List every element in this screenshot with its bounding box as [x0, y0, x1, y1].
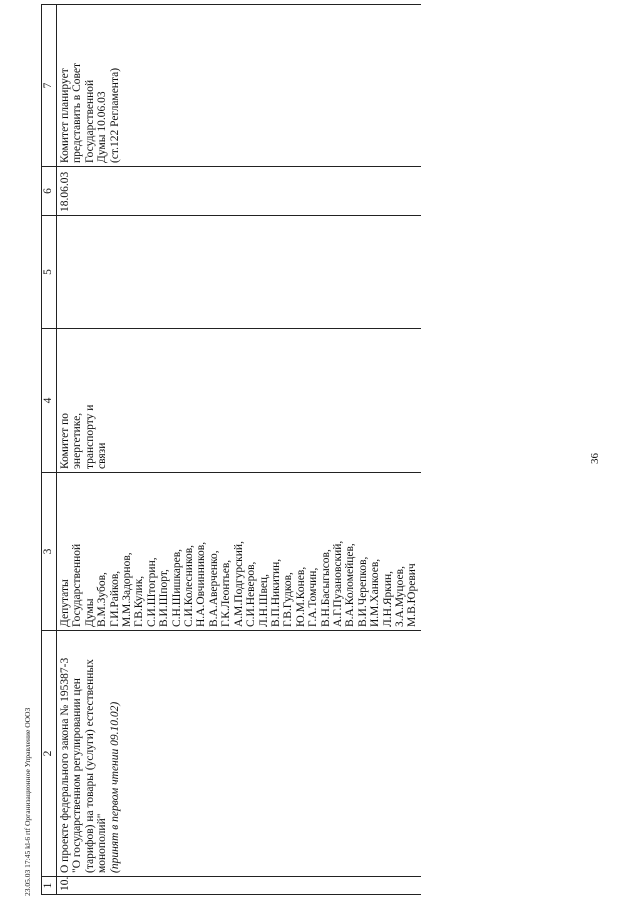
author-name: Ю.М.Конев, [294, 566, 307, 627]
plan-line: представить в Совет [71, 62, 84, 163]
author-name: Г.В.Гудков, [282, 572, 295, 627]
column-header: 6 [41, 166, 57, 216]
authors-intro-line: Депутаты [59, 579, 71, 627]
column-5-cell [56, 215, 421, 329]
bill-title-line: монополий" [96, 813, 109, 873]
date-cell: 18.06.03 [56, 166, 421, 216]
page-number: 36 [589, 453, 601, 464]
author-name: Н.А.Овчинников, [195, 541, 208, 627]
bill-title-cell: О проекте федерального закона № 195387-3… [56, 630, 421, 877]
column-header: 2 [41, 630, 57, 877]
author-name: Г.В.Кулик, [133, 575, 146, 627]
author-name: Г.А.Томчин, [307, 567, 320, 627]
author-name: М.В.Юревич [406, 563, 419, 627]
author-name: Г.К.Леонтьев, [220, 559, 233, 627]
author-name: С.И.Неверов, [245, 561, 258, 627]
author-name: В.Н.Басыгысов, [319, 549, 332, 627]
column-header: 3 [41, 472, 57, 631]
plan-line: Государственной [83, 79, 96, 163]
author-name: С.И.Колесников, [183, 544, 196, 627]
author-name: Г.И.Райков, [108, 570, 121, 627]
table-row: 10. О проекте федерального закона № 1953… [56, 4, 421, 895]
plan-line: Комитет планирует [59, 68, 71, 163]
author-name: А.Г.Пузановский, [331, 540, 344, 627]
author-name: С.Н.Шишкарев, [170, 548, 183, 627]
author-name: В.И.Шпорт, [158, 569, 171, 627]
authors-intro-line: Государственной [71, 543, 84, 627]
bills-table: 1 2 3 4 5 6 7 10. О проекте федерального… [41, 4, 421, 895]
authors-cell: Депутаты Государственной Думы В.М.Зубов,… [56, 472, 421, 631]
committee-line: Комитет по [59, 413, 71, 469]
committee-line: транспорту и [83, 404, 96, 469]
plan-cell: Комитет планирует представить в Совет Го… [56, 4, 421, 167]
footer-note: 23.05.03 17:45 kl-6 rtf Организационное … [23, 707, 32, 896]
author-name: А.М.Подгурский, [232, 541, 245, 627]
authors-intro-line: Думы [83, 598, 96, 627]
author-name: В.А.Коломейцев, [344, 543, 357, 627]
committee-line: связи [96, 442, 109, 469]
bill-title-line: "О государственном регулировании цен [71, 678, 84, 873]
author-name: Л.Н.Яркин, [381, 570, 394, 627]
plan-line: Думы 10.06.03 [96, 91, 109, 163]
plan-line: (ст.122 Регламента) [108, 67, 121, 163]
author-name: М.М.Задорнов, [121, 552, 134, 627]
column-header: 1 [41, 876, 57, 895]
bill-title-line: О проекте федерального закона № 195387-3 [59, 657, 71, 873]
committee-cell: Комитет по энергетике, транспорту и связ… [56, 328, 421, 473]
authors-list: В.М.Зубов, Г.И.Райков, М.М.Задорнов, Г.В.Ку… [96, 476, 419, 627]
committee-line: энергетике, [71, 412, 84, 469]
bill-title-line: (тарифов) на товары (услуги) естественны… [83, 659, 96, 873]
author-name: З.А.Муцоев, [393, 566, 406, 627]
author-name: Л.Н.Швец, [257, 574, 270, 627]
author-name: В.А.Аверченко, [207, 550, 220, 627]
author-name: В.И.Черепков, [356, 556, 369, 627]
author-name: И.М.Ханкоев, [369, 558, 382, 627]
author-name: В.М.Зубов, [96, 572, 109, 627]
row-number: 10. [56, 876, 421, 895]
column-header: 4 [41, 328, 57, 473]
column-header: 5 [41, 215, 57, 329]
column-header: 7 [41, 4, 57, 167]
author-name: В.П.Никитин, [269, 558, 282, 627]
author-name: С.И.Штогрин, [145, 557, 158, 627]
header-row: 1 2 3 4 5 6 7 [41, 4, 57, 895]
reading-note: (принят в первом чтении 09.10.02) [108, 701, 121, 873]
